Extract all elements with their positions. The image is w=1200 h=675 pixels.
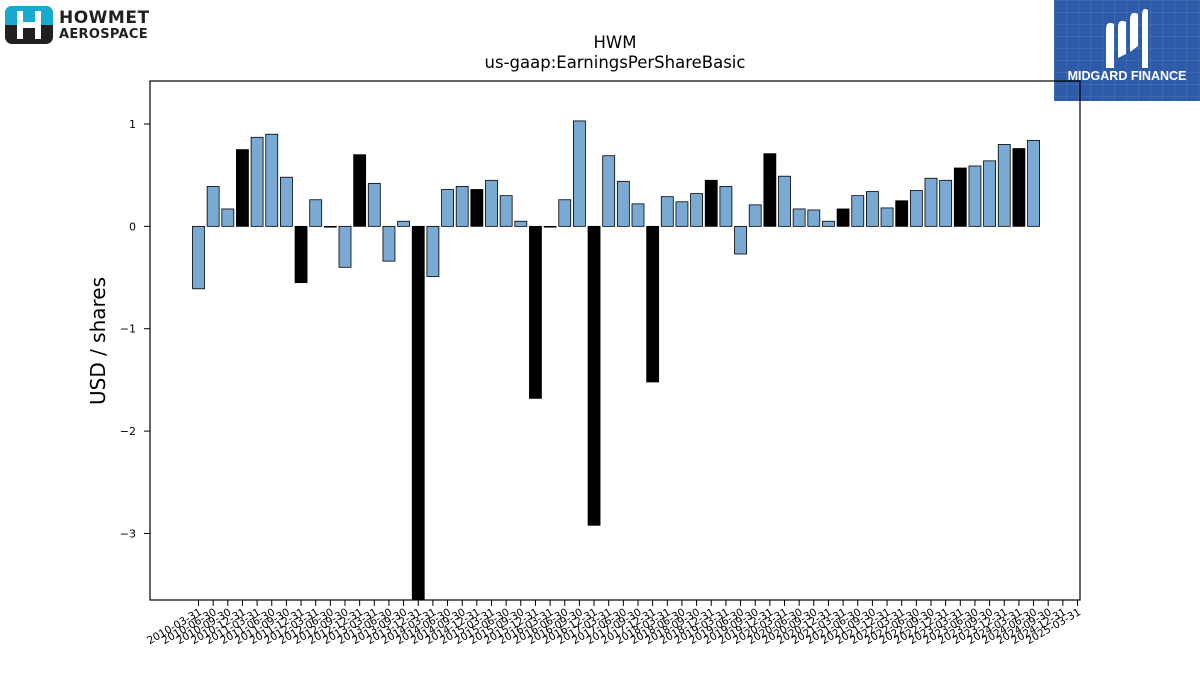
bar-2023-03-31	[953, 167, 967, 227]
bar-2021-09-30	[866, 191, 879, 227]
midgard-finance-text: MIDGARD FINANCE	[1067, 69, 1187, 83]
bar-2015-06-30	[499, 195, 513, 227]
bar-2010-03-31	[192, 225, 205, 290]
bar-2022-09-30	[924, 177, 938, 227]
bar-2021-12-31	[880, 207, 894, 227]
bar-2018-06-30	[675, 201, 689, 227]
bar-2011-09-30	[279, 176, 293, 227]
bar-2015-09-30	[514, 220, 528, 227]
bar-2014-03-31	[426, 225, 440, 277]
bar-2013-12-31	[411, 225, 425, 601]
bar-2014-06-30	[441, 189, 454, 227]
y-tick-label: −1	[120, 323, 136, 336]
bar-2018-09-30	[690, 193, 703, 227]
y-axis-label: USD / shares	[86, 277, 110, 405]
bar-2020-09-30	[807, 209, 821, 227]
bar-2017-09-30	[631, 203, 645, 227]
midgard-m-icon	[1106, 8, 1148, 68]
bar-2012-06-30	[323, 225, 337, 228]
bar-2022-06-30	[909, 190, 923, 227]
bar-2015-12-31	[529, 225, 542, 399]
bar-2016-03-31	[543, 225, 557, 228]
bar-2011-03-31	[250, 136, 264, 227]
logo-wordmark-line2: AEROSPACE	[59, 27, 148, 42]
bar-2012-03-31	[309, 199, 323, 227]
bar-2020-03-31	[778, 175, 791, 227]
bar-2017-03-31	[602, 155, 616, 227]
bar-2013-09-30	[397, 220, 411, 227]
bar-2020-06-30	[792, 208, 806, 227]
bar-2016-06-30	[558, 199, 572, 227]
bar-2014-12-31	[470, 189, 484, 227]
bar-2022-12-31	[939, 179, 953, 227]
bar-2021-06-30	[851, 195, 865, 227]
bar-2022-03-31	[895, 200, 909, 227]
midgard-finance-logo: MIDGARD FINANCE	[1054, 0, 1200, 101]
bar-2018-03-31	[660, 196, 674, 227]
bar-2021-03-31	[836, 208, 850, 227]
howmet-h-icon	[5, 6, 53, 44]
bar-2019-03-31	[719, 186, 733, 227]
bar-2024-06-30	[1027, 139, 1040, 227]
bar-2024-03-31	[1012, 148, 1026, 227]
bar-2023-09-30	[983, 160, 996, 227]
bar-2017-12-31	[646, 225, 660, 383]
bar-2013-03-31	[367, 182, 381, 227]
y-tick-label: −3	[120, 527, 136, 540]
bar-2019-12-31	[763, 153, 777, 227]
y-tick-label: 1	[129, 118, 136, 131]
bar-2011-06-30	[265, 133, 279, 227]
bar-2019-06-30	[734, 225, 747, 255]
bar-2010-12-31	[236, 149, 249, 227]
bar-2010-06-30	[206, 186, 220, 227]
bar-2010-09-30	[221, 208, 235, 227]
bar-2023-06-30	[968, 165, 982, 227]
bar-2017-06-30	[616, 180, 630, 227]
y-tick-label: −2	[120, 425, 136, 438]
logo-wordmark-line1: HOWMET	[59, 8, 150, 28]
bar-2018-12-31	[704, 179, 718, 227]
bar-2012-12-31	[353, 154, 367, 227]
chart-title: HWM	[594, 33, 637, 52]
chart-subtitle: us-gaap:EarningsPerShareBasic	[485, 53, 746, 72]
bar-2015-03-31	[485, 179, 498, 227]
bar-2016-09-30	[573, 120, 586, 227]
bar-2012-09-30	[338, 225, 352, 268]
howmet-aerospace-logo: HOWMET AEROSPACE	[5, 6, 165, 46]
y-tick-label: 0	[129, 220, 136, 233]
bar-2011-12-31	[294, 225, 308, 284]
bar-2016-12-31	[587, 225, 601, 526]
bar-2023-12-31	[997, 144, 1011, 227]
bar-2019-09-30	[748, 204, 762, 227]
plot-frame	[149, 80, 1081, 601]
bar-2014-09-30	[455, 186, 469, 227]
bar-2020-12-31	[822, 220, 835, 227]
bar-2013-06-30	[382, 225, 396, 262]
